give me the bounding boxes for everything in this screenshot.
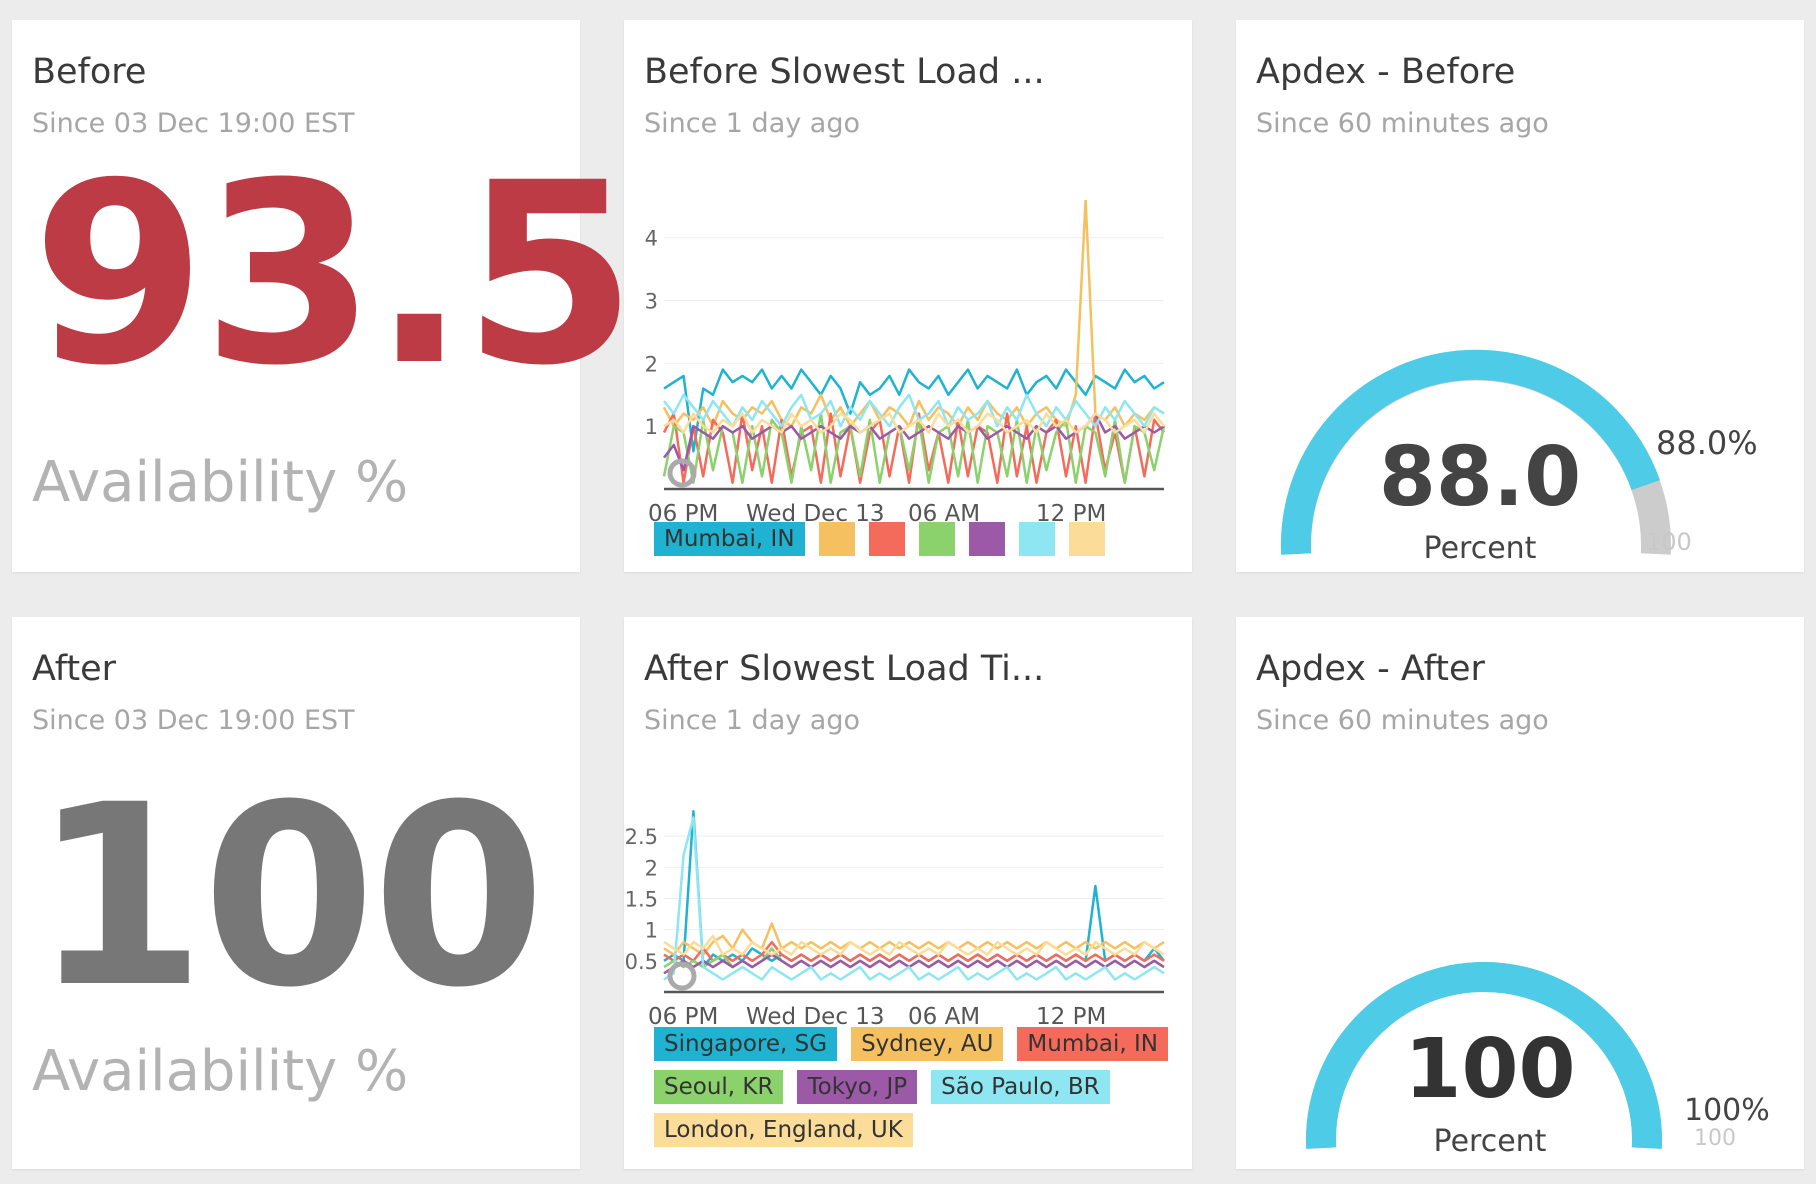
card-subtitle: Since 03 Dec 19:00 EST bbox=[32, 705, 355, 736]
y-tick-label: 2.5 bbox=[625, 825, 658, 849]
legend-item[interactable] bbox=[1018, 522, 1055, 556]
legend-item[interactable]: Sydney, AU bbox=[851, 1027, 1004, 1061]
legend-item[interactable]: Tokyo, JP bbox=[797, 1070, 918, 1104]
y-tick-label: 0.5 bbox=[625, 950, 658, 974]
legend-item[interactable]: São Paulo, BR bbox=[931, 1070, 1110, 1104]
card-after-availability[interactable]: After Since 03 Dec 19:00 EST 100 Availab… bbox=[12, 617, 580, 1169]
card-before-slowest-load[interactable]: Before Slowest Load ... Since 1 day ago … bbox=[624, 20, 1192, 572]
card-after-slowest-load[interactable]: After Slowest Load Ti... Since 1 day ago… bbox=[624, 617, 1192, 1169]
card-title: Apdex - After bbox=[1256, 649, 1485, 689]
card-before-availability[interactable]: Before Since 03 Dec 19:00 EST 93.5 Avail… bbox=[12, 20, 637, 572]
legend-item[interactable]: London, England, UK bbox=[654, 1113, 913, 1147]
gauge-fill bbox=[1306, 962, 1662, 1149]
x-tick-label: 12 PM bbox=[1036, 1004, 1106, 1030]
legend-item[interactable] bbox=[1068, 522, 1105, 556]
legend-item[interactable]: Mumbai, IN bbox=[1017, 1027, 1168, 1061]
y-tick-label: 2 bbox=[645, 856, 658, 880]
card-subtitle: Since 1 day ago bbox=[644, 108, 860, 139]
loading-spinner-icon bbox=[667, 458, 697, 488]
availability-value: 100 bbox=[32, 751, 546, 1042]
load-time-chart[interactable]: 0.5 1 1.5 2 2.5 06 PM Wed Dec 13 06 AM 12 PM bbox=[624, 787, 1192, 1047]
chart-legend: Singapore, SG Sydney, AU Mumbai, IN Seoul, … bbox=[654, 1027, 1174, 1147]
gauge-percent-label: 100% bbox=[1684, 1093, 1770, 1128]
legend-item[interactable]: Mumbai, IN bbox=[654, 522, 805, 556]
card-title: Before bbox=[32, 52, 147, 92]
series-line bbox=[663, 934, 1165, 956]
gauge-label: Percent bbox=[1424, 531, 1537, 566]
series-line bbox=[662, 412, 1166, 484]
card-subtitle: Since 60 minutes ago bbox=[1256, 705, 1549, 736]
apdex-gauge: 88.0 Percent 88.0% 100 bbox=[1280, 349, 1758, 566]
card-subtitle: Since 60 minutes ago bbox=[1256, 108, 1549, 139]
legend-item[interactable] bbox=[968, 522, 1005, 556]
series-line bbox=[663, 922, 1165, 956]
series-line bbox=[663, 412, 1165, 434]
card-title: After Slowest Load Ti... bbox=[644, 649, 1045, 689]
loading-spinner-icon bbox=[667, 961, 697, 991]
y-tick-label: 3 bbox=[645, 290, 658, 314]
legend-item[interactable]: Seoul, KR bbox=[654, 1070, 784, 1104]
card-apdex-before[interactable]: Apdex - Before Since 60 minutes ago 88.0… bbox=[1236, 20, 1804, 572]
apdex-gauge: 100 Percent 100% 100 bbox=[1306, 962, 1770, 1159]
series-line bbox=[663, 940, 1165, 963]
legend-item[interactable] bbox=[918, 522, 955, 556]
y-tick-label: 1 bbox=[645, 919, 658, 943]
legend-item[interactable]: Singapore, SG bbox=[654, 1027, 838, 1061]
card-subtitle: Since 1 day ago bbox=[644, 705, 860, 736]
series-line bbox=[663, 393, 1165, 428]
card-title: After bbox=[32, 649, 117, 689]
gauge-max-label: 100 bbox=[1646, 528, 1692, 556]
availability-unit: Availability % bbox=[32, 1039, 409, 1104]
card-title: Before Slowest Load ... bbox=[644, 52, 1045, 92]
legend-item[interactable] bbox=[868, 522, 905, 556]
gauge-value: 88.0 bbox=[1379, 430, 1581, 525]
y-tick-label: 2 bbox=[645, 352, 658, 376]
series-line bbox=[663, 368, 1165, 453]
gauge-label: Percent bbox=[1434, 1124, 1547, 1159]
availability-value: 93.5 bbox=[32, 129, 637, 420]
series-line bbox=[662, 200, 1165, 428]
card-subtitle: Since 03 Dec 19:00 EST bbox=[32, 108, 355, 139]
series-line bbox=[663, 816, 1165, 981]
gauge-max-label: 100 bbox=[1694, 1126, 1736, 1151]
y-tick-label: 1 bbox=[645, 415, 658, 439]
gauge-fill bbox=[1280, 349, 1660, 555]
availability-unit: Availability % bbox=[32, 450, 409, 515]
y-tick-label: 4 bbox=[645, 227, 658, 251]
gauge-percent-label: 88.0% bbox=[1656, 424, 1758, 462]
x-tick-label: 06 AM bbox=[908, 1004, 980, 1030]
gauge-value: 100 bbox=[1404, 1022, 1575, 1117]
series-line bbox=[663, 953, 1165, 975]
card-apdex-after[interactable]: Apdex - After Since 60 minutes ago 100 P… bbox=[1236, 617, 1804, 1169]
chart-legend: Mumbai, IN bbox=[654, 522, 1174, 556]
x-tick-label: 06 PM bbox=[648, 1004, 718, 1030]
legend-item[interactable] bbox=[818, 522, 855, 556]
card-title: Apdex - Before bbox=[1256, 52, 1516, 92]
x-tick-label: Wed Dec 13 bbox=[746, 1004, 885, 1030]
y-tick-label: 1.5 bbox=[625, 888, 658, 912]
